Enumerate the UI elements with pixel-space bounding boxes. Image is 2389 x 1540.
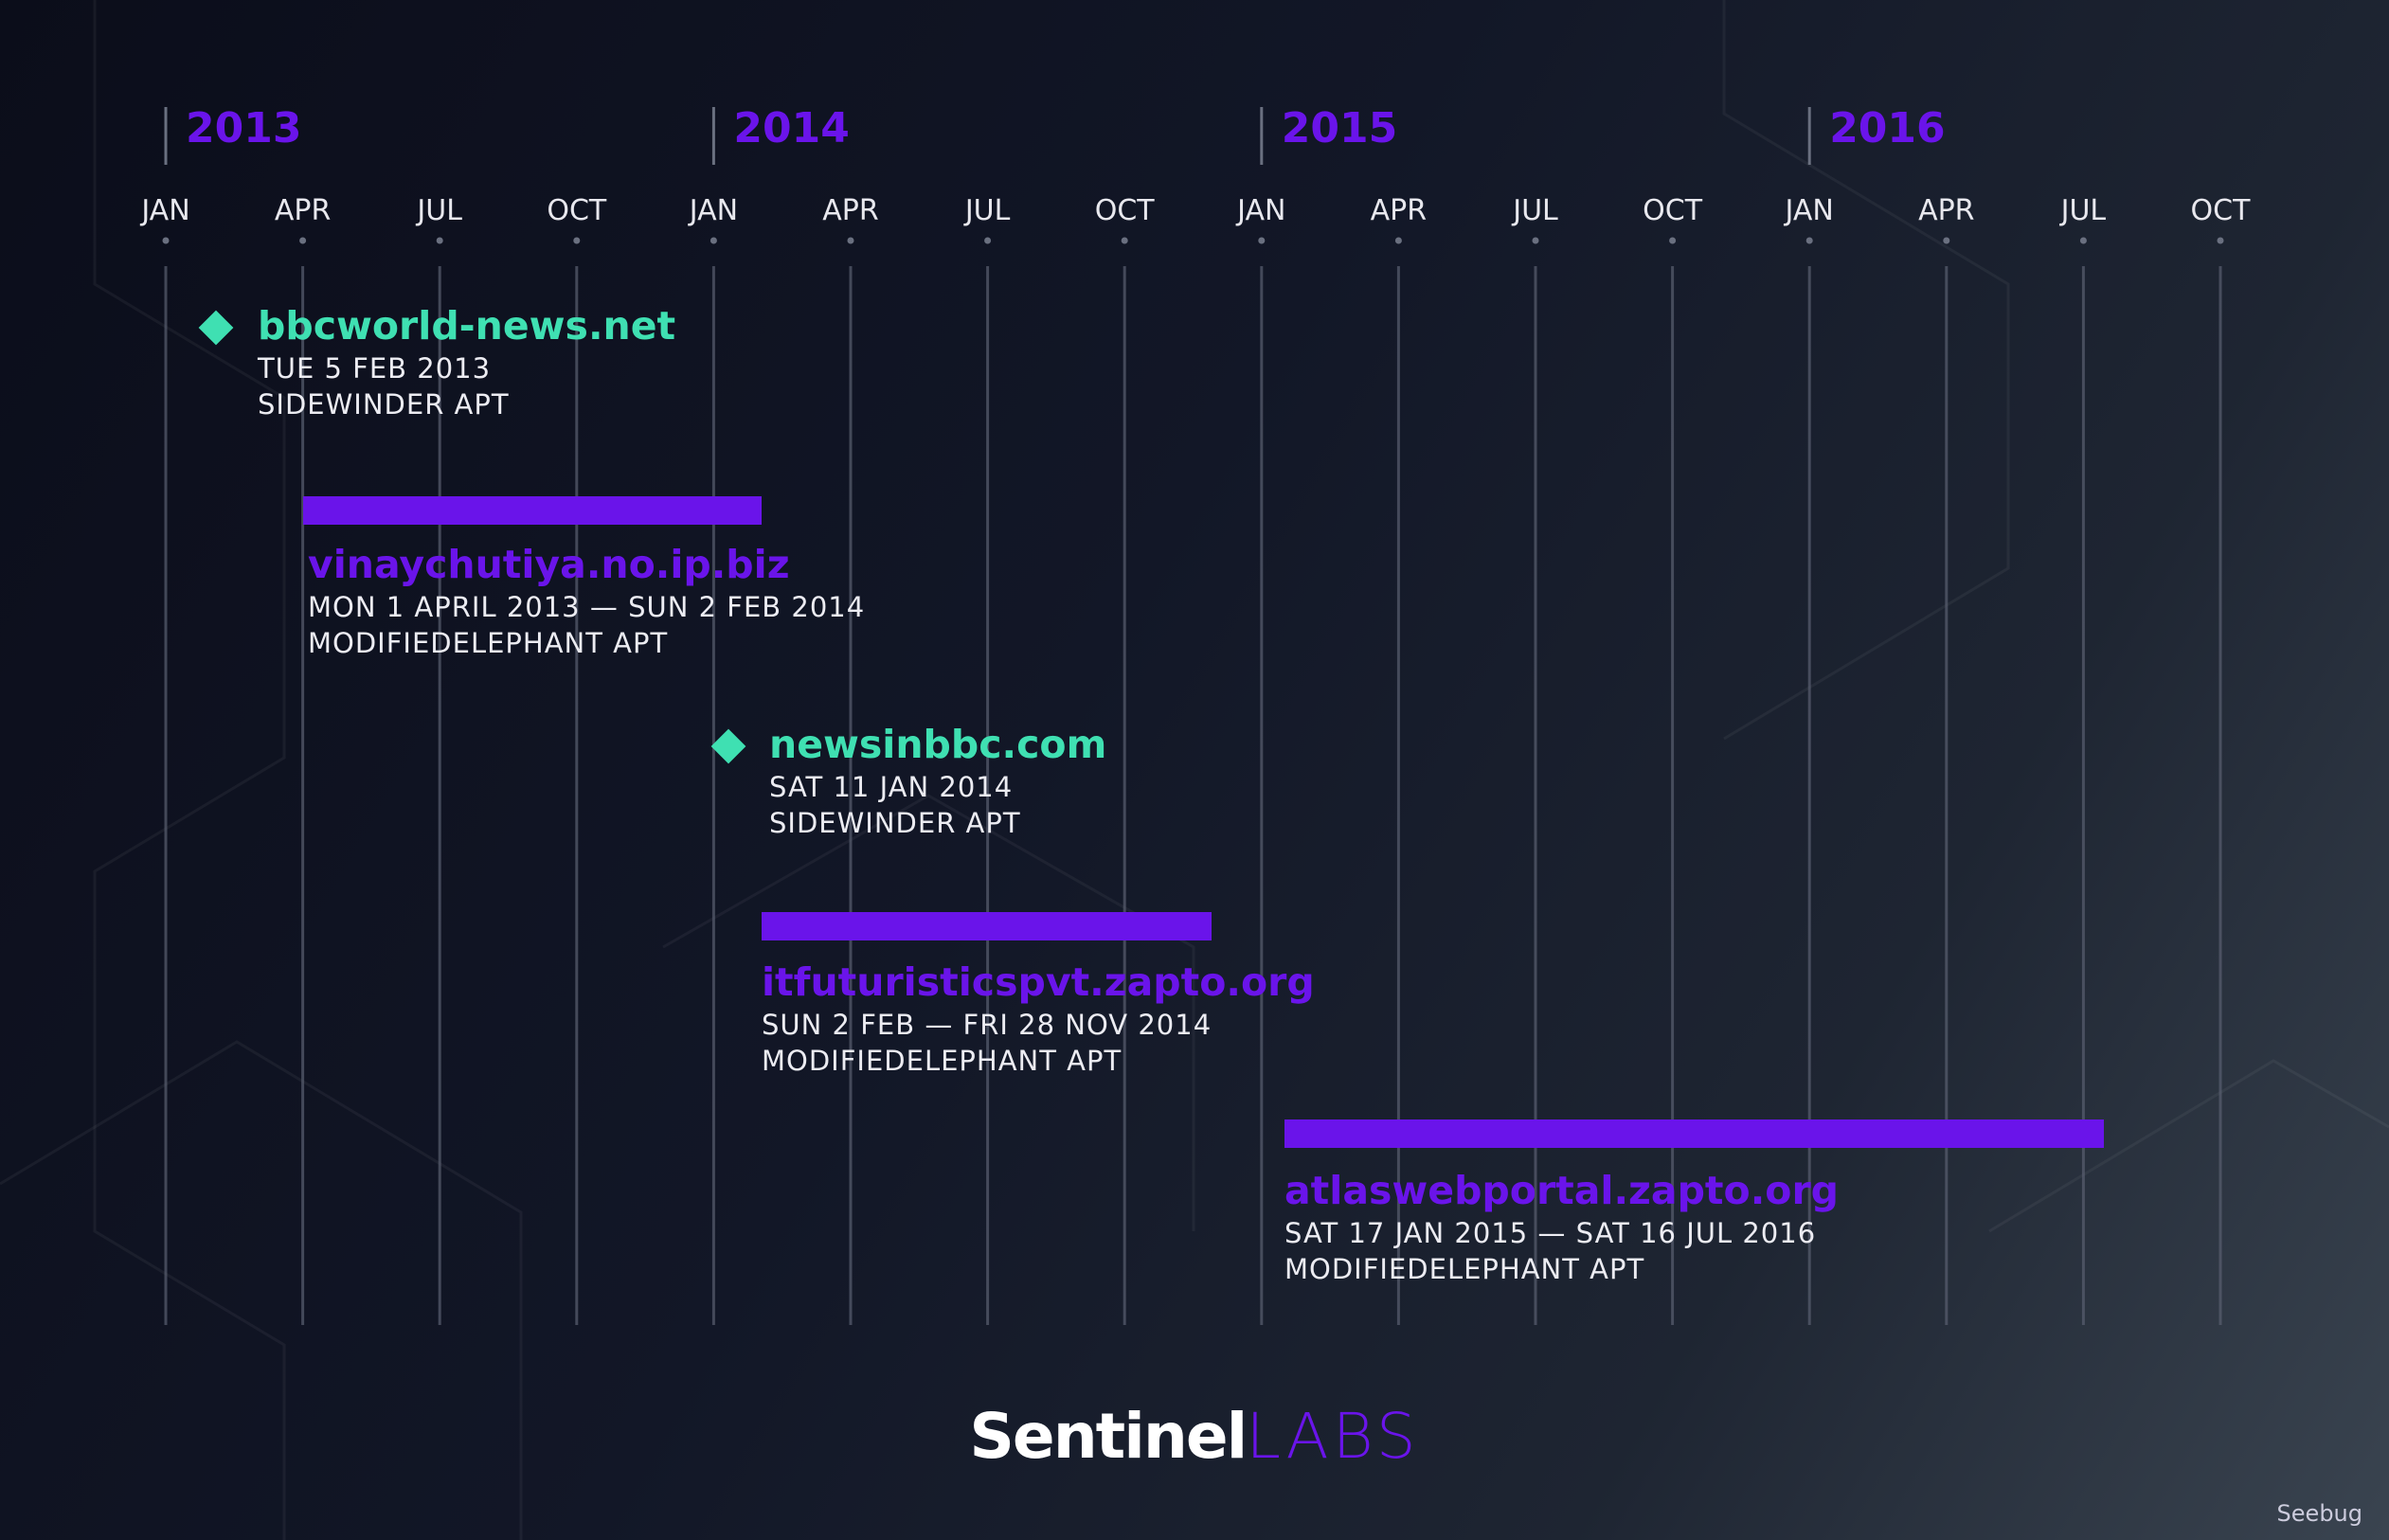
- month-dot: [984, 237, 992, 244]
- month-label: APR: [274, 194, 332, 227]
- event-group: MODIFIEDELEPHANT APT: [308, 627, 669, 659]
- month-dot: [1394, 237, 1402, 244]
- month-dot: [1258, 237, 1266, 244]
- watermark: Seebug: [2276, 1500, 2362, 1527]
- logo-suffix: LABS: [1246, 1400, 1420, 1473]
- event-bar: [762, 912, 1212, 940]
- month-dot: [2079, 237, 2087, 244]
- year-label: 2013: [186, 104, 302, 152]
- logo: SentinelLABS: [0, 1400, 2389, 1473]
- month-dot: [1943, 237, 1950, 244]
- event-marker: [710, 728, 746, 764]
- month-dot: [847, 237, 854, 244]
- month-label: JUL: [1513, 194, 1558, 227]
- event-dates: SUN 2 FEB — FRI 28 NOV 2014: [762, 1009, 1212, 1041]
- event-name: newsinbbc.com: [769, 722, 1107, 767]
- month-label: JUL: [2060, 194, 2107, 227]
- event-group: SIDEWINDER APT: [769, 807, 1021, 839]
- month-dot: [1805, 237, 1813, 244]
- event-bar: [303, 496, 762, 525]
- month-label: OCT: [1094, 194, 1155, 227]
- month-label: APR: [1370, 194, 1428, 227]
- month-dot: [1121, 237, 1128, 244]
- month-label: JUL: [417, 194, 462, 227]
- month-label: JAN: [1237, 194, 1286, 227]
- month-label: APR: [822, 194, 879, 227]
- event-group: SIDEWINDER APT: [258, 388, 510, 421]
- event-group: MODIFIEDELEPHANT APT: [762, 1045, 1123, 1077]
- event-name: atlaswebportal.zapto.org: [1284, 1168, 1840, 1213]
- month-dot: [162, 237, 170, 244]
- year-label: 2016: [1829, 104, 1946, 152]
- event-dates: SAT 11 JAN 2014: [769, 771, 1014, 803]
- event-dates: SAT 17 JAN 2015 — SAT 16 JUL 2016: [1284, 1217, 1817, 1249]
- month-dot: [2217, 237, 2224, 244]
- month-label: OCT: [547, 194, 607, 227]
- event-dates: TUE 5 FEB 2013: [258, 352, 492, 385]
- event-name: vinaychutiya.no.ip.biz: [308, 542, 790, 587]
- year-label: 2014: [733, 104, 850, 152]
- month-label: JAN: [689, 194, 739, 227]
- month-dot: [436, 237, 443, 244]
- month-label: JAN: [141, 194, 190, 227]
- month-dot: [710, 237, 717, 244]
- year-label: 2015: [1281, 104, 1398, 152]
- event-marker: [198, 310, 234, 346]
- month-label: JUL: [964, 194, 1011, 227]
- event-bar: [1284, 1119, 2104, 1148]
- event-name: bbcworld-news.net: [258, 303, 676, 349]
- month-dot: [299, 237, 307, 244]
- month-dot: [1669, 237, 1677, 244]
- logo-brand: Sentinel: [969, 1400, 1248, 1473]
- month-label: APR: [1918, 194, 1975, 227]
- month-label: OCT: [1643, 194, 1703, 227]
- event-dates: MON 1 APRIL 2013 — SUN 2 FEB 2014: [308, 591, 866, 623]
- event-name: itfuturisticspvt.zapto.org: [762, 959, 1315, 1005]
- month-label: JAN: [1785, 194, 1834, 227]
- month-label: OCT: [2190, 194, 2251, 227]
- month-dot: [573, 237, 581, 244]
- event-group: MODIFIEDELEPHANT APT: [1284, 1253, 1645, 1285]
- month-dot: [1532, 237, 1539, 244]
